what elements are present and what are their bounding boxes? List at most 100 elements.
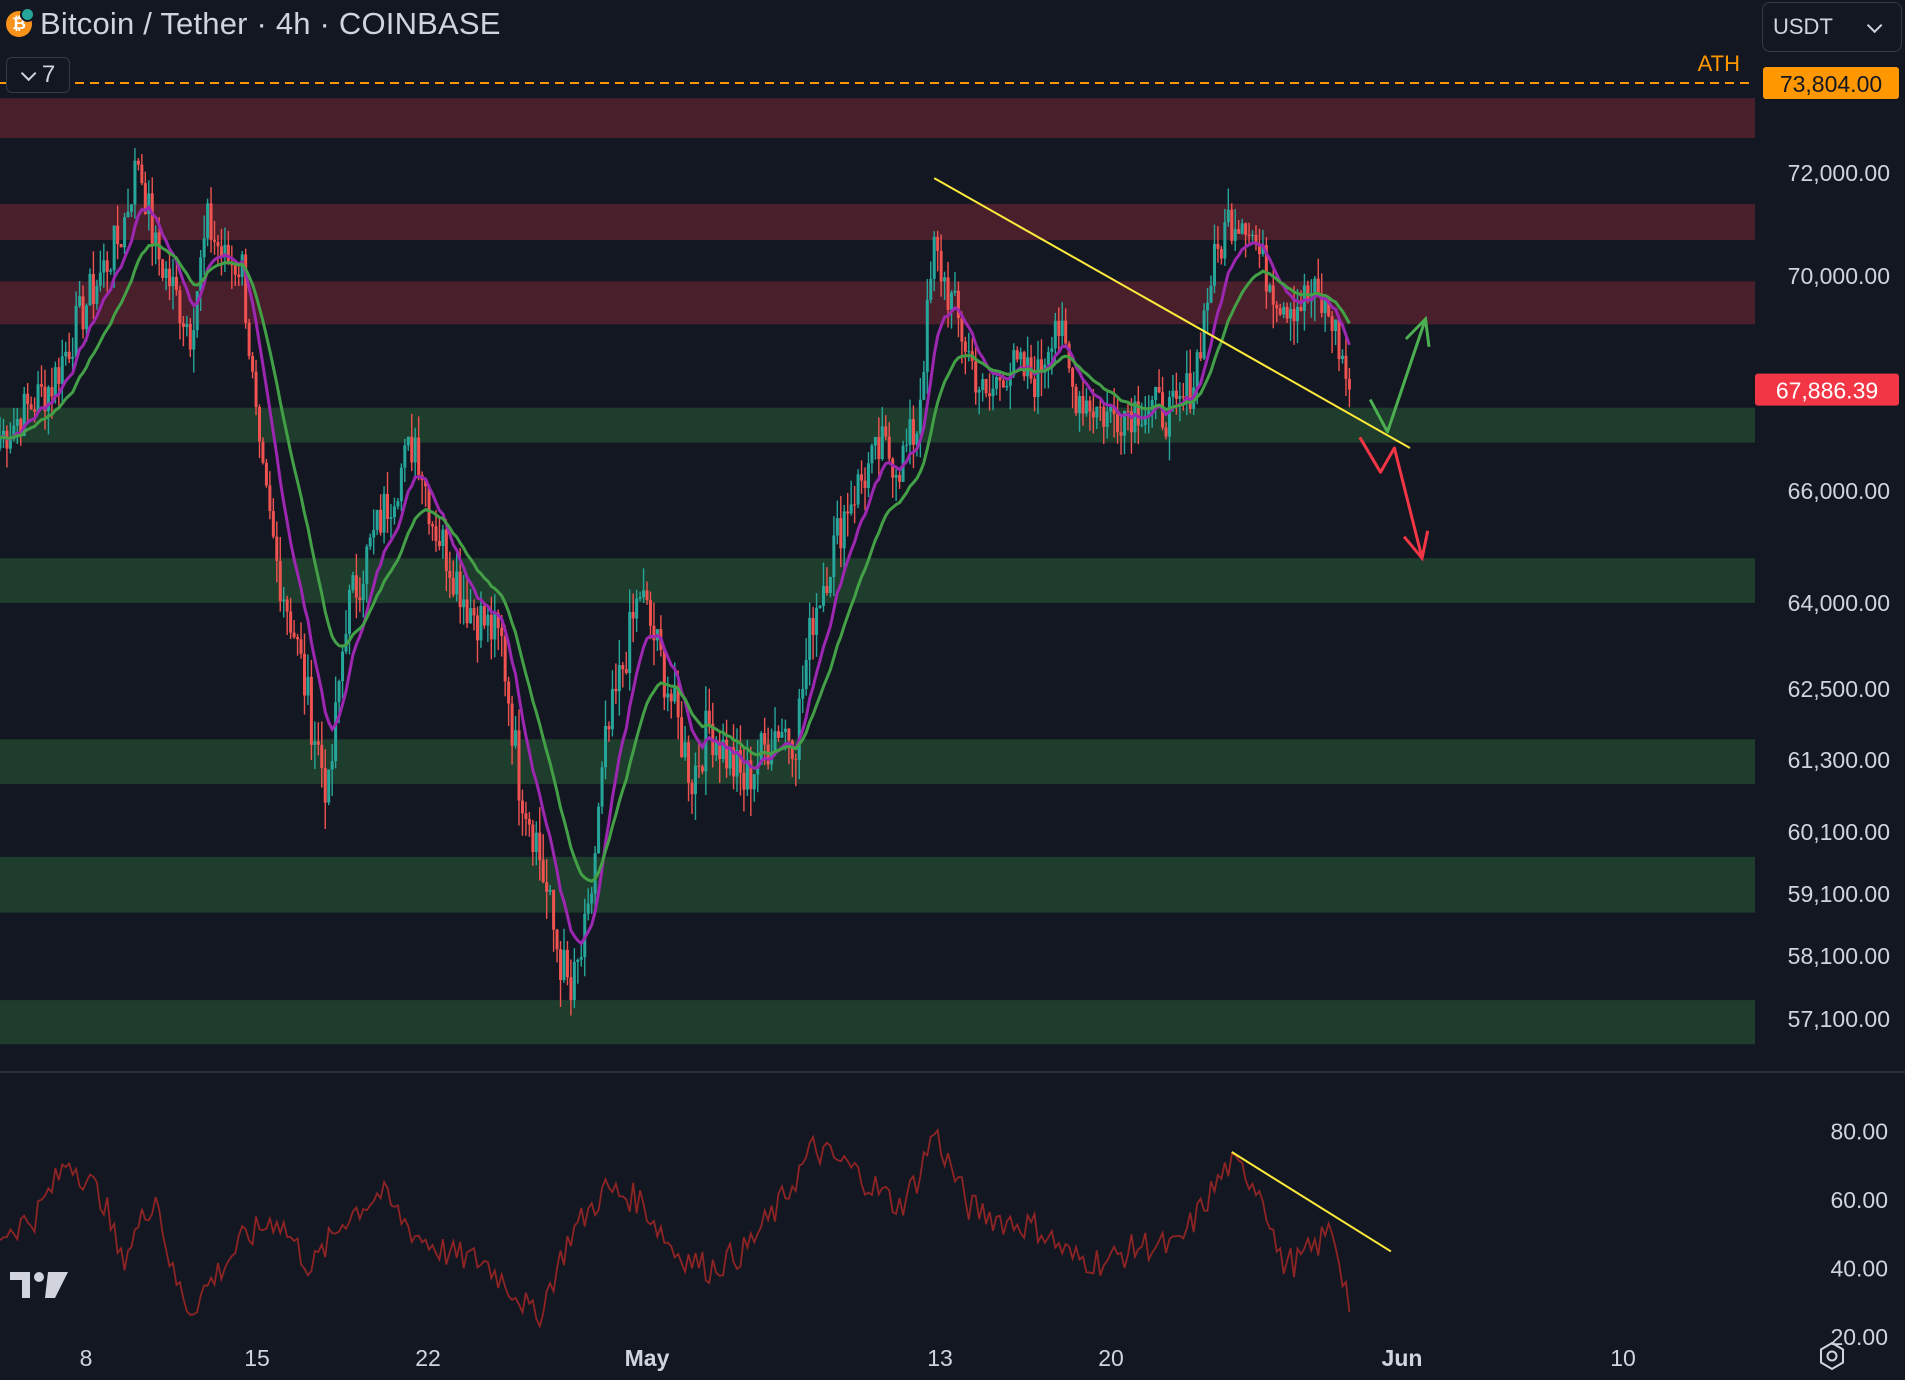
candle-down bbox=[680, 717, 684, 758]
candle-up bbox=[870, 445, 874, 464]
support-zone-1 bbox=[0, 558, 1755, 603]
candle-up bbox=[486, 614, 490, 626]
price-tick-label: 64,000.00 bbox=[1788, 590, 1890, 616]
candle-up bbox=[85, 305, 88, 330]
oscillator-tick-label: 60.00 bbox=[1830, 1187, 1888, 1213]
candle-down bbox=[1299, 307, 1303, 311]
candle-up bbox=[368, 537, 372, 547]
candle-up bbox=[1060, 320, 1064, 337]
candle-up bbox=[842, 511, 846, 549]
candle-down bbox=[631, 611, 635, 619]
candle-up bbox=[413, 437, 417, 463]
candle-down bbox=[268, 485, 272, 512]
candle-down bbox=[648, 599, 652, 626]
candle-up bbox=[361, 584, 365, 601]
candle-up bbox=[780, 732, 784, 738]
candle-down bbox=[219, 246, 223, 257]
candle-up bbox=[673, 686, 677, 702]
candle-up bbox=[721, 739, 725, 760]
candle-up bbox=[389, 517, 393, 519]
candle-down bbox=[974, 360, 978, 393]
candle-down bbox=[33, 409, 37, 412]
candle-down bbox=[119, 244, 123, 248]
candle-down bbox=[1074, 386, 1078, 414]
price-tick-label: 72,000.00 bbox=[1788, 160, 1890, 186]
candle-up bbox=[804, 659, 808, 689]
candle-down bbox=[264, 462, 268, 486]
oscillator-tick-label: 40.00 bbox=[1830, 1256, 1888, 1282]
price-tick-label: 57,100.00 bbox=[1788, 1006, 1890, 1032]
candle-up bbox=[635, 598, 639, 619]
candle-up bbox=[915, 433, 919, 445]
candle-down bbox=[323, 767, 327, 803]
settings-gear-icon[interactable] bbox=[1817, 1341, 1847, 1371]
candle-down bbox=[652, 625, 656, 641]
support-zone-4 bbox=[0, 1000, 1755, 1045]
candle-up bbox=[866, 463, 870, 488]
candle-down bbox=[687, 742, 691, 783]
candle-down bbox=[379, 509, 383, 533]
candle-up bbox=[514, 730, 518, 746]
candle-down bbox=[1001, 380, 1005, 388]
candle-down bbox=[81, 296, 85, 330]
candle-down bbox=[444, 529, 448, 571]
candle-up bbox=[1109, 406, 1113, 412]
candle-up bbox=[1005, 385, 1009, 388]
candle-down bbox=[254, 371, 258, 408]
candle-up bbox=[313, 741, 317, 745]
candle-down bbox=[143, 183, 147, 215]
candle-up bbox=[745, 760, 749, 790]
candle-up bbox=[835, 518, 839, 536]
candle-down bbox=[1015, 350, 1019, 360]
tradingview-logo-icon[interactable] bbox=[8, 1268, 70, 1302]
candle-up bbox=[1036, 359, 1040, 398]
candle-up bbox=[1084, 400, 1088, 414]
indicator-count: 7 bbox=[41, 61, 56, 88]
candle-up bbox=[1226, 209, 1230, 223]
time-tick-label: 22 bbox=[415, 1345, 441, 1371]
candle-up bbox=[1289, 309, 1293, 319]
candle-up bbox=[728, 747, 732, 769]
candle-down bbox=[669, 693, 673, 702]
candle-down bbox=[1071, 368, 1075, 387]
candle-up bbox=[905, 444, 909, 446]
candle-down bbox=[209, 203, 213, 240]
candle-down bbox=[168, 268, 172, 287]
candle-down bbox=[707, 710, 711, 724]
candle-down bbox=[1264, 245, 1268, 292]
candle-up bbox=[95, 285, 99, 304]
candle-down bbox=[1188, 373, 1192, 409]
candle-up bbox=[399, 467, 403, 502]
currency-select[interactable]: USDT bbox=[1762, 2, 1902, 52]
candle-up bbox=[808, 617, 812, 660]
candle-up bbox=[1, 430, 5, 438]
candle-down bbox=[296, 637, 300, 640]
candle-down bbox=[19, 419, 23, 437]
candle-up bbox=[372, 529, 376, 538]
candle-up bbox=[1313, 278, 1317, 298]
candle-down bbox=[258, 407, 261, 442]
candle-down bbox=[891, 458, 895, 478]
candle-up bbox=[1261, 245, 1265, 255]
candle-up bbox=[994, 377, 998, 389]
candle-up bbox=[53, 367, 57, 397]
time-axis[interactable]: 8 15 22 May 13 20 Jun 10 bbox=[80, 1345, 1636, 1371]
symbol-title[interactable]: Bitcoin / Tether · 4h · COINBASE bbox=[40, 6, 501, 41]
price-axis[interactable]: 72,000.00 70,000.00 66,000.00 64,000.00 62,5… bbox=[1755, 67, 1899, 1350]
candle-up bbox=[1282, 306, 1286, 315]
candle-down bbox=[645, 590, 649, 600]
candle-up bbox=[195, 290, 199, 331]
candle-up bbox=[223, 244, 227, 257]
candle-down bbox=[29, 404, 33, 410]
candle-down bbox=[963, 341, 967, 352]
time-tick-label: 10 bbox=[1610, 1345, 1636, 1371]
candle-up bbox=[88, 273, 92, 306]
candle-up bbox=[15, 419, 19, 426]
indicators-toggle-button[interactable]: 7 bbox=[6, 57, 70, 93]
candle-down bbox=[320, 744, 324, 768]
candle-down bbox=[1244, 223, 1248, 235]
candle-down bbox=[271, 511, 275, 537]
price-tick-label: 59,100.00 bbox=[1788, 881, 1890, 907]
candle-down bbox=[1129, 411, 1133, 433]
